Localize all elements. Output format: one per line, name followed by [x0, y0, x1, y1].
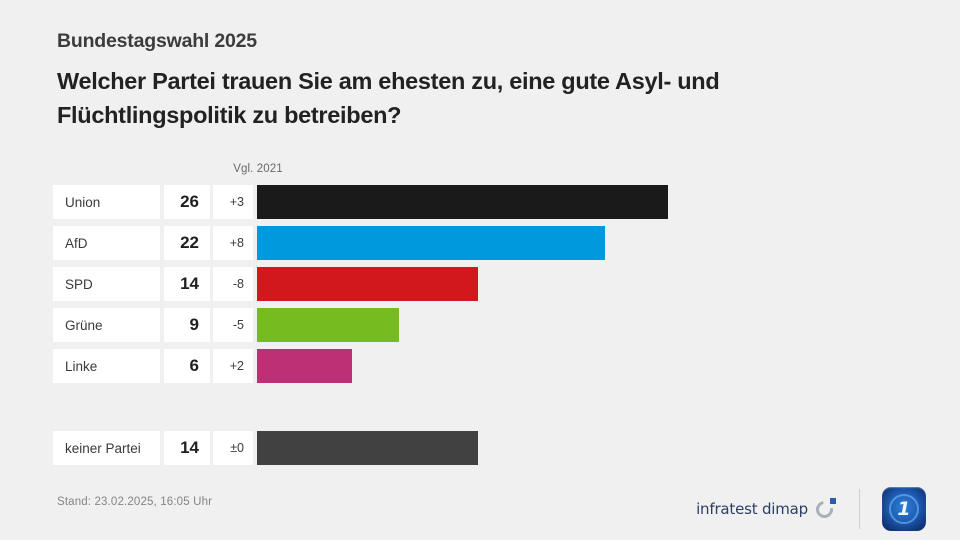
party-value: 22: [164, 226, 210, 260]
bar-keiner-partei: [257, 431, 479, 465]
page-title: Welcher Partei trauen Sie am ehesten zu,…: [57, 68, 720, 128]
chart-row: Linke 6 +2: [53, 349, 913, 383]
bar-afd: [257, 226, 605, 260]
chart-rows: Union 26 +3 AfD 22 +8 SPD 14 -8 Grüne 9 -5 Linke 6 +2 k…: [53, 185, 913, 465]
chart-row: Union 26 +3: [53, 185, 913, 219]
party-label: keiner Partei: [53, 431, 160, 465]
infratest-dimap-logo: infratest dimap: [696, 497, 837, 522]
bar-track: [257, 226, 913, 260]
logo-group: infratest dimap 1: [696, 486, 926, 532]
bar-grüne: [257, 308, 400, 342]
party-change: +2: [213, 349, 253, 383]
ard-das-erste-logo: 1: [882, 487, 926, 531]
bar-track: [257, 308, 913, 342]
party-value: 6: [164, 349, 210, 383]
timestamp-label: Stand: 23.02.2025, 16:05 Uhr: [57, 496, 213, 508]
party-value: 14: [164, 431, 210, 465]
bar-spd: [257, 267, 479, 301]
party-label: Grüne: [53, 308, 160, 342]
infratest-circle-icon: [812, 497, 837, 522]
infratest-square-shape: [830, 498, 836, 504]
party-change: -5: [213, 308, 253, 342]
ard-one-glyph: 1: [897, 498, 911, 520]
chart-header: Bundestagswahl 2025 Welcher Partei traue…: [57, 30, 907, 132]
party-value: 14: [164, 267, 210, 301]
party-change: -8: [213, 267, 253, 301]
bar-track: [257, 431, 913, 465]
bar-union: [257, 185, 668, 219]
party-label: AfD: [53, 226, 160, 260]
chart-row-gap: [53, 390, 913, 431]
party-change: ±0: [213, 431, 253, 465]
bar-linke: [257, 349, 352, 383]
ard-ring-shape: [889, 494, 919, 524]
chart-row: SPD 14 -8: [53, 267, 913, 301]
chart-row: keiner Partei 14 ±0: [53, 431, 913, 465]
bar-track: [257, 267, 913, 301]
chart-row: AfD 22 +8: [53, 226, 913, 260]
chart-column-headers: Vgl. 2021: [53, 163, 913, 185]
party-change: +8: [213, 226, 253, 260]
party-value: 9: [164, 308, 210, 342]
bar-track: [257, 185, 913, 219]
logo-divider: [859, 489, 860, 529]
chart-footer: Stand: 23.02.2025, 16:05 Uhr infratest d…: [0, 484, 960, 540]
eyebrow-title: Bundestagswahl 2025: [57, 30, 257, 52]
chart-row: Grüne 9 -5: [53, 308, 913, 342]
party-label: Union: [53, 185, 160, 219]
compare-column-header: Vgl. 2021: [233, 163, 283, 175]
bar-chart: Vgl. 2021 Union 26 +3 AfD 22 +8 SPD 14 -8 Grüne 9-…: [53, 163, 913, 472]
party-change: +3: [213, 185, 253, 219]
bar-track: [257, 349, 913, 383]
party-label: Linke: [53, 349, 160, 383]
party-label: SPD: [53, 267, 160, 301]
party-value: 26: [164, 185, 210, 219]
pollster-label: infratest dimap: [696, 500, 808, 518]
